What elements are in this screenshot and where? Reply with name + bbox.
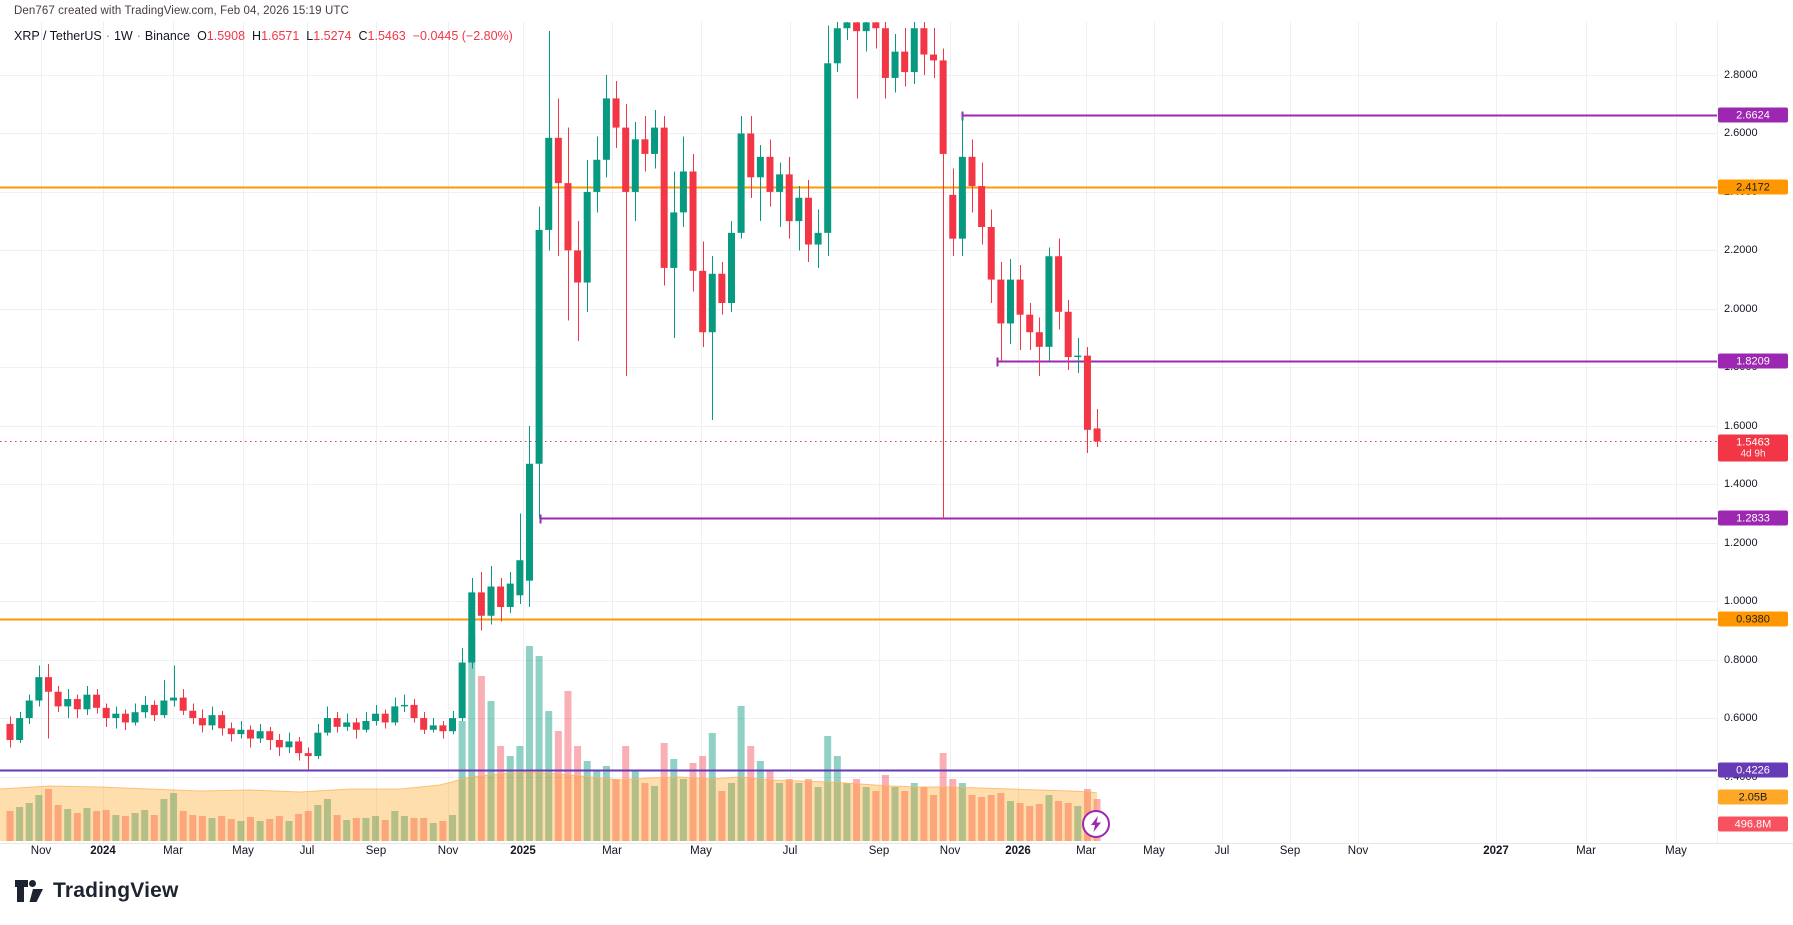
symbol-legend: XRP / TetherUS · 1W · Binance O1.5908 H1.6571 L…: [14, 29, 513, 43]
time-axis-label: Mar: [163, 845, 183, 857]
time-axis-label: Mar: [1076, 845, 1096, 857]
time-axis-label: Sep: [365, 845, 387, 857]
time-axis-label: 2025: [510, 845, 536, 857]
time-axis-label: Jul: [782, 845, 798, 857]
legend-open: O1.5908: [197, 29, 246, 43]
time-axis-label: 2027: [1483, 845, 1509, 857]
legend-close: C1.5463: [358, 29, 406, 43]
time-axis-label: Nov: [1347, 845, 1369, 857]
time-axis-label: Sep: [868, 845, 890, 857]
price-axis-label: 0.6000: [1724, 712, 1758, 725]
legend-separator: ·: [105, 29, 110, 43]
price-axis-label: 0.8000: [1724, 653, 1758, 666]
gridlines: [0, 22, 1718, 843]
legend-separator: ·: [136, 29, 141, 43]
time-axis-label: Mar: [1576, 845, 1596, 857]
price-axis-label: 1.4000: [1724, 478, 1758, 491]
time-axis-label: May: [1143, 845, 1165, 857]
lightning-bolt-icon: [1091, 816, 1101, 832]
price-level-lines: [0, 111, 1717, 772]
price-level-badge: 1.8209: [1718, 353, 1788, 369]
tradingview-logo[interactable]: TradingView: [14, 879, 179, 903]
candles: [6, 22, 1101, 770]
time-axis-label: Sep: [1279, 845, 1301, 857]
price-axis-label: 1.0000: [1724, 595, 1758, 608]
legend-change: −0.0445 (−2.80%): [412, 29, 513, 43]
price-axis-label: 1.2000: [1724, 536, 1758, 549]
legend-low: L1.5274: [306, 29, 352, 43]
time-axis-label: Mar: [602, 845, 622, 857]
price-axis-label: 2.8000: [1724, 69, 1758, 81]
price-axis-label: 2.2000: [1724, 244, 1758, 257]
indicator-value-badge: 2.05B: [1718, 789, 1788, 805]
legend-symbol[interactable]: XRP / TetherUS: [14, 29, 102, 43]
time-axis-label: May: [1665, 845, 1687, 857]
time-axis-label: Nov: [437, 845, 459, 857]
legend-high: H1.6571: [252, 29, 300, 43]
time-axis-label: 2026: [1005, 845, 1031, 857]
time-axis-label: May: [690, 845, 712, 857]
time-axis-label: Nov: [30, 845, 52, 857]
legend-exchange[interactable]: Binance: [144, 29, 191, 43]
tradingview-logo-icon: [15, 880, 43, 902]
price-level-badge: 2.6624: [1718, 107, 1788, 123]
price-level-badge: 1.2833: [1718, 510, 1788, 526]
price-level-badge: 0.9380: [1718, 611, 1788, 627]
price-level-badge: 2.4172: [1718, 179, 1788, 195]
indicator-value-badge: 496.8M: [1718, 816, 1788, 832]
current-price-badge: 1.5463 4d 9h: [1718, 434, 1788, 462]
time-axis-label: Jul: [299, 845, 315, 857]
time-axis-label: Jul: [1214, 845, 1230, 857]
flash-boost-icon[interactable]: [1082, 810, 1110, 838]
time-axis-label: May: [232, 845, 254, 857]
price-level-badge: 0.4226: [1718, 762, 1788, 778]
price-axis-label: 2.6000: [1724, 127, 1758, 140]
time-axis-label: Nov: [939, 845, 961, 857]
time-axis-border: [0, 843, 1793, 844]
bar-countdown: 4d 9h: [1740, 448, 1766, 460]
legend-interval[interactable]: 1W: [113, 29, 133, 43]
time-axis-label: 2024: [90, 845, 116, 857]
price-axis-label: 1.6000: [1724, 419, 1758, 432]
tradingview-logo-text: TradingView: [53, 879, 179, 902]
price-axis-label: 2.0000: [1724, 302, 1758, 315]
overlay-area: [0, 772, 1097, 841]
overlay-area-edge: [0, 771, 1098, 794]
volume-bars: [6, 636, 1101, 841]
watermark-attribution: Den767 created with TradingView.com, Feb…: [14, 5, 349, 17]
